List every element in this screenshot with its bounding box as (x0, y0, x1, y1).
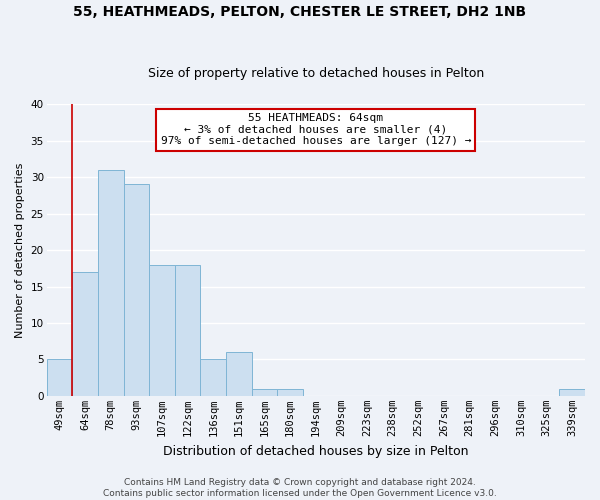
X-axis label: Distribution of detached houses by size in Pelton: Distribution of detached houses by size … (163, 444, 469, 458)
Bar (72, 272, 98, 396)
Bar (277, 388, 303, 396)
Bar (226, 352, 251, 396)
Y-axis label: Number of detached properties: Number of detached properties (15, 162, 25, 338)
Text: Contains HM Land Registry data © Crown copyright and database right 2024.
Contai: Contains HM Land Registry data © Crown c… (103, 478, 497, 498)
Bar (200, 360, 226, 396)
Text: 55, HEATHMEADS, PELTON, CHESTER LE STREET, DH2 1NB: 55, HEATHMEADS, PELTON, CHESTER LE STREE… (73, 5, 527, 19)
Bar (149, 264, 175, 396)
Bar (124, 184, 149, 396)
Bar (559, 388, 585, 396)
Bar (98, 170, 124, 396)
Text: 55 HEATHMEADS: 64sqm
← 3% of detached houses are smaller (4)
97% of semi-detache: 55 HEATHMEADS: 64sqm ← 3% of detached ho… (161, 113, 471, 146)
Title: Size of property relative to detached houses in Pelton: Size of property relative to detached ho… (148, 66, 484, 80)
Bar (175, 264, 200, 396)
Bar (47, 360, 72, 396)
Bar (251, 388, 277, 396)
